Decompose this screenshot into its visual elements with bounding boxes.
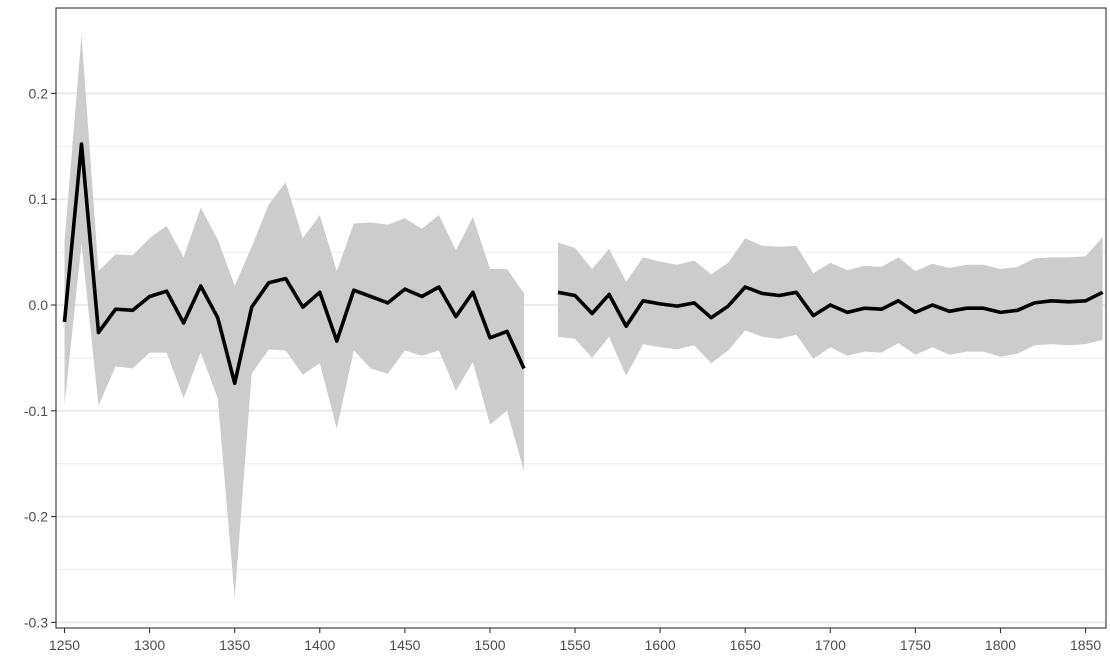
data-point-1690 (812, 314, 815, 317)
data-point-1450 (403, 288, 406, 291)
x-axis: 1250 1300 1350 1400 1450 1500 1550 1600 1650 1700… (49, 628, 1101, 653)
data-point-1590 (642, 299, 645, 302)
data-point-1370 (267, 281, 270, 284)
x-tick-label: 1500 (474, 637, 505, 653)
data-point-1290 (131, 309, 134, 312)
data-point-1560 (591, 312, 594, 315)
x-tick-label: 1800 (985, 637, 1016, 653)
data-point-1730 (880, 308, 883, 311)
data-point-1710 (846, 311, 849, 314)
data-point-1570 (608, 293, 611, 296)
data-point-1660 (761, 292, 764, 295)
x-tick-label: 1300 (134, 637, 165, 653)
x-tick-label: 1250 (49, 637, 80, 653)
data-point-1790 (982, 307, 985, 310)
data-point-1620 (693, 301, 696, 304)
data-point-1840 (1067, 300, 1070, 303)
confidence-band-1 (64, 35, 524, 599)
y-tick-label: 0.2 (29, 85, 49, 101)
y-tick-label: 0.1 (29, 191, 49, 207)
data-point-1810 (1016, 309, 1019, 312)
x-tick-label: 1750 (900, 637, 931, 653)
data-point-1250 (63, 320, 66, 323)
data-lines (62, 142, 1104, 386)
data-point-1630 (710, 316, 713, 319)
data-point-1820 (1033, 301, 1036, 304)
plot-border (55, 7, 1107, 629)
data-point-1410 (335, 340, 338, 343)
estimate-line-1 (62, 142, 526, 386)
data-point-1460 (420, 295, 423, 298)
data-point-1430 (369, 295, 372, 298)
data-point-1520 (523, 367, 526, 370)
data-point-1600 (659, 302, 662, 305)
x-tick-label: 1700 (815, 637, 846, 653)
data-point-1390 (301, 306, 304, 309)
data-point-1760 (931, 304, 934, 307)
data-point-1330 (199, 285, 202, 288)
data-point-1700 (829, 304, 832, 307)
data-point-1270 (97, 331, 100, 334)
x-tick-label: 1350 (219, 637, 250, 653)
data-point-1650 (744, 286, 747, 289)
data-point-1830 (1050, 299, 1053, 302)
y-tick-label: 0.0 (29, 297, 49, 313)
x-tick-label: 1850 (1070, 637, 1101, 653)
data-point-1770 (948, 310, 951, 313)
data-point-1380 (284, 277, 287, 280)
data-point-1640 (727, 305, 730, 308)
data-point-1800 (999, 311, 1002, 314)
y-tick-label: -0.1 (24, 403, 48, 419)
x-tick-label: 1600 (645, 637, 676, 653)
data-point-1310 (165, 290, 168, 293)
data-point-1670 (778, 294, 781, 297)
data-point-1280 (114, 308, 117, 311)
x-tick-label: 1400 (304, 637, 335, 653)
y-axis: 0.2 0.1 0.0 -0.1 -0.2 -0.3 (24, 85, 56, 630)
confidence-bands (64, 35, 1103, 599)
data-point-1440 (386, 301, 389, 304)
data-point-1850 (1084, 299, 1087, 302)
data-point-1480 (454, 315, 457, 318)
data-point-1350 (233, 382, 236, 385)
data-point-1740 (897, 299, 900, 302)
data-point-1680 (795, 291, 798, 294)
data-point-1500 (489, 336, 492, 339)
data-point-1300 (148, 295, 151, 298)
data-point-1720 (863, 307, 866, 310)
data-point-1260 (80, 143, 83, 146)
data-point-1420 (352, 289, 355, 292)
data-point-1610 (676, 305, 679, 308)
x-tick-label: 1550 (559, 637, 590, 653)
x-tick-label: 1650 (730, 637, 761, 653)
estimate-line-2 (557, 285, 1104, 329)
data-point-1750 (914, 311, 917, 314)
data-point-1340 (216, 316, 219, 319)
data-point-1510 (506, 330, 509, 333)
data-point-1780 (965, 307, 968, 310)
y-tick-label: -0.2 (24, 509, 48, 525)
data-point-1360 (250, 306, 253, 309)
data-point-1320 (182, 322, 185, 325)
data-point-1470 (437, 286, 440, 289)
data-point-1540 (557, 291, 560, 294)
data-point-1490 (471, 291, 474, 294)
x-tick-label: 1450 (389, 637, 420, 653)
y-tick-label: -0.3 (24, 614, 48, 630)
data-point-1580 (625, 325, 628, 328)
data-point-1860 (1101, 291, 1104, 294)
data-point-1550 (574, 294, 577, 297)
data-point-1400 (318, 291, 321, 294)
